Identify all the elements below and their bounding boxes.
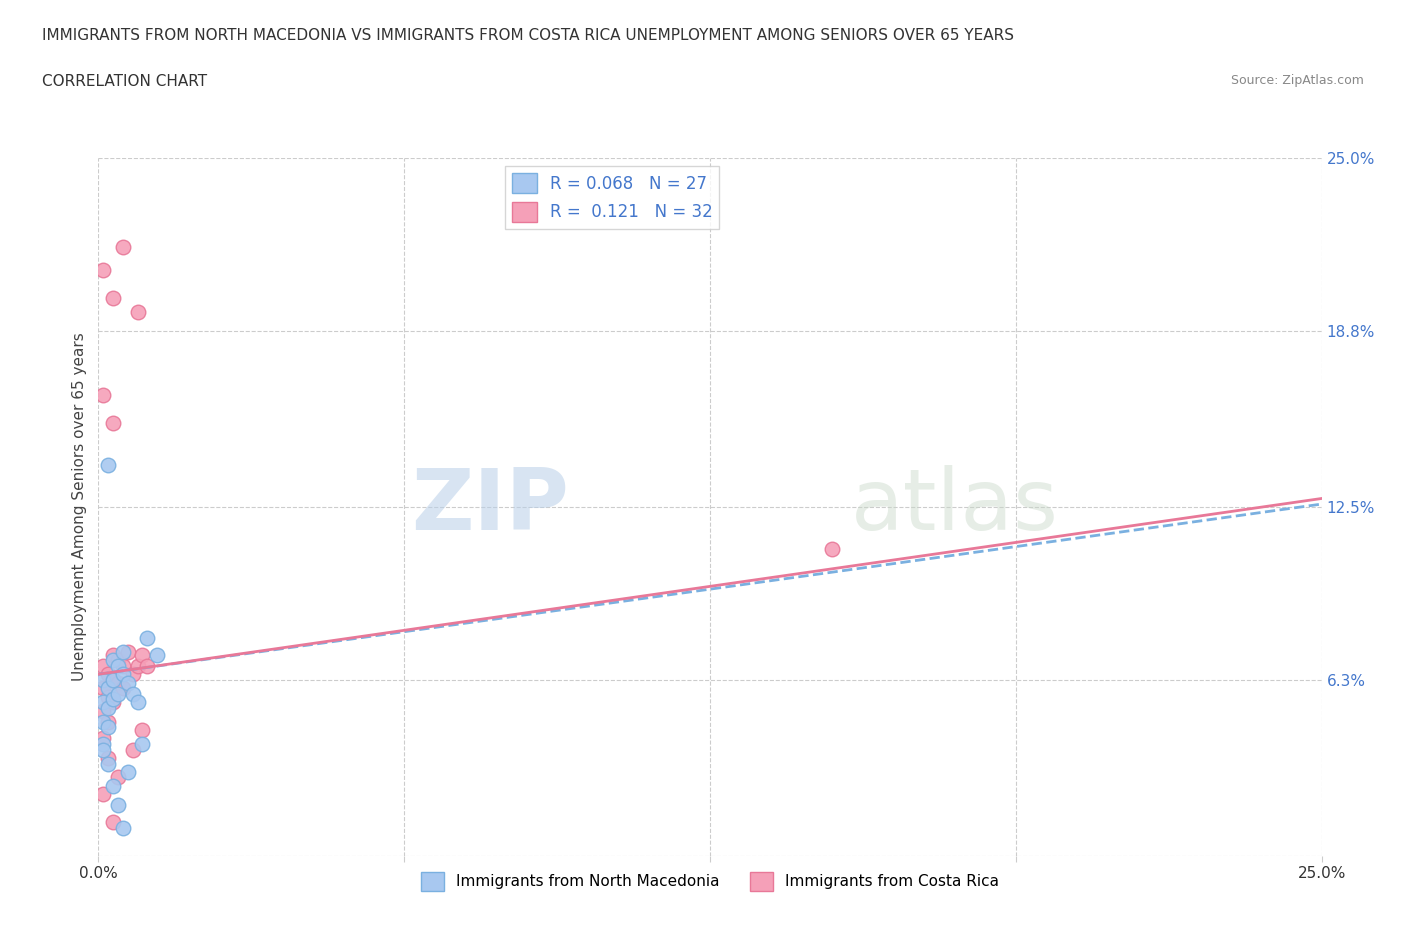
Point <box>91 388 114 403</box>
Point <box>127 695 149 710</box>
Point <box>131 723 153 737</box>
Point <box>91 731 114 746</box>
Point <box>97 714 120 729</box>
Point <box>97 667 120 682</box>
Point <box>131 737 153 751</box>
Point <box>91 262 114 277</box>
Point <box>101 416 124 431</box>
Point <box>101 695 124 710</box>
Point <box>111 667 134 682</box>
Point <box>101 647 124 662</box>
Point <box>91 672 114 687</box>
Text: atlas: atlas <box>851 465 1059 549</box>
Point <box>101 778 124 793</box>
Point <box>91 703 114 718</box>
Point <box>91 787 114 802</box>
Point <box>97 700 120 715</box>
Point <box>121 667 143 682</box>
Text: Source: ZipAtlas.com: Source: ZipAtlas.com <box>1230 74 1364 87</box>
Point <box>97 681 120 696</box>
Point <box>97 720 120 735</box>
Point <box>111 681 134 696</box>
Point <box>101 815 124 830</box>
Point <box>107 770 129 785</box>
Point <box>101 653 124 668</box>
Point <box>91 737 114 751</box>
Point <box>111 658 134 673</box>
Point <box>146 647 169 662</box>
Point <box>136 631 159 645</box>
Point <box>111 644 134 659</box>
Point <box>107 658 129 673</box>
Point <box>121 742 143 757</box>
Point <box>111 820 134 835</box>
Point <box>117 675 139 690</box>
Point <box>91 714 114 729</box>
Point <box>111 240 134 255</box>
Point <box>107 675 129 690</box>
Point <box>117 764 139 779</box>
Point <box>91 695 114 710</box>
Text: CORRELATION CHART: CORRELATION CHART <box>42 74 207 89</box>
Point <box>127 658 149 673</box>
Text: ZIP: ZIP <box>412 465 569 549</box>
Point <box>107 686 129 701</box>
Point <box>97 689 120 704</box>
Point <box>136 658 159 673</box>
Point <box>101 692 124 707</box>
Point <box>127 304 149 319</box>
Point <box>97 751 120 765</box>
Point <box>97 756 120 771</box>
Point <box>91 742 114 757</box>
Point <box>101 290 124 305</box>
Point <box>121 686 143 701</box>
Point <box>91 681 114 696</box>
Point <box>97 458 120 472</box>
Point <box>107 653 129 668</box>
Text: IMMIGRANTS FROM NORTH MACEDONIA VS IMMIGRANTS FROM COSTA RICA UNEMPLOYMENT AMONG: IMMIGRANTS FROM NORTH MACEDONIA VS IMMIG… <box>42 28 1014 43</box>
Point <box>101 672 124 687</box>
Point <box>821 541 844 556</box>
Point <box>107 798 129 813</box>
Point <box>131 647 153 662</box>
Legend: Immigrants from North Macedonia, Immigrants from Costa Rica: Immigrants from North Macedonia, Immigra… <box>415 866 1005 897</box>
Point <box>101 672 124 687</box>
Y-axis label: Unemployment Among Seniors over 65 years: Unemployment Among Seniors over 65 years <box>72 333 87 681</box>
Point <box>91 658 114 673</box>
Point <box>117 644 139 659</box>
